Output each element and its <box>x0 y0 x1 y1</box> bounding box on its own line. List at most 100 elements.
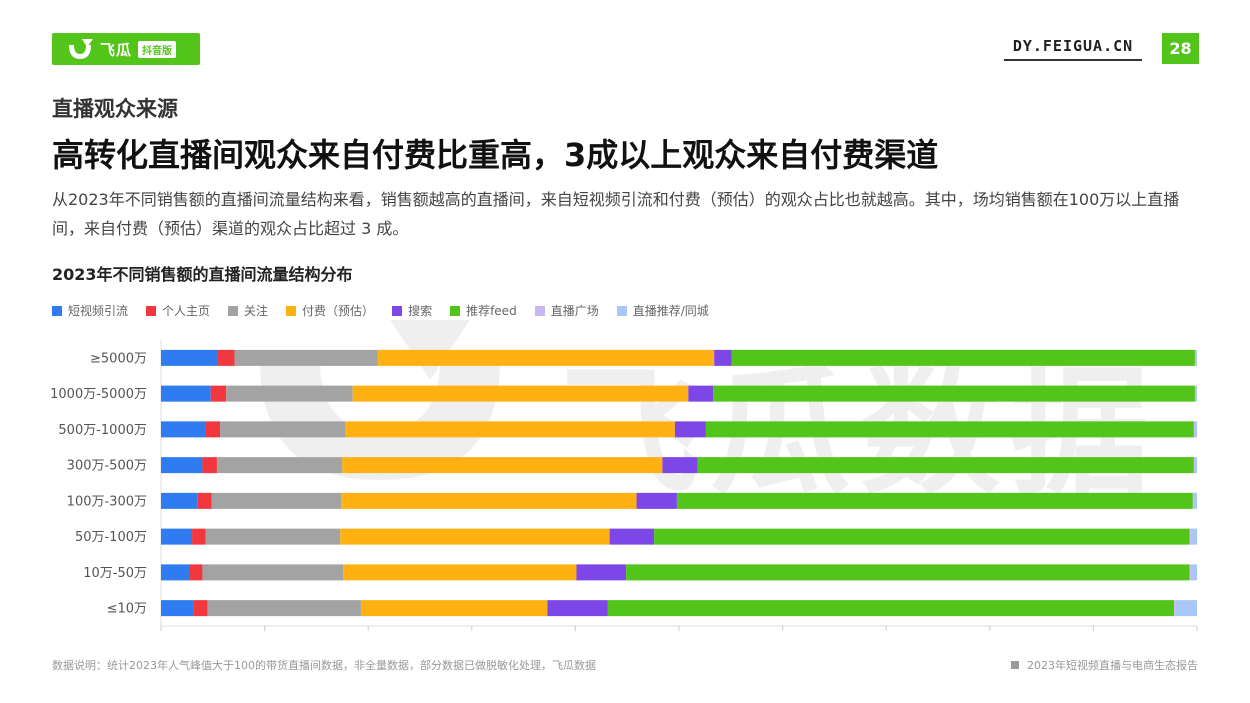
bar-segment <box>211 492 342 509</box>
bar-segment <box>713 385 1195 402</box>
bar-segment <box>609 528 655 545</box>
bar-segment <box>220 421 346 438</box>
bar-segment <box>1189 528 1191 545</box>
bar-segment <box>607 600 1175 617</box>
feigua-logo-icon <box>69 39 93 59</box>
square-bullet-icon <box>1011 661 1019 669</box>
bar-segment <box>705 421 1194 438</box>
bar-segment <box>1193 421 1195 438</box>
chart-title: 2023年不同销售额的直播间流量结构分布 <box>52 265 353 284</box>
bar-segment <box>217 349 235 366</box>
bar-segment <box>161 492 198 509</box>
legend-item: 个人主页 <box>146 302 210 319</box>
feigua-logo: 飞瓜 抖音版 <box>52 33 200 65</box>
bar-segment <box>1192 492 1194 509</box>
bar-segment <box>340 528 610 545</box>
bar-segment <box>343 564 577 581</box>
bar-segment <box>345 421 675 438</box>
bar-segment <box>1175 600 1197 617</box>
bar-segment <box>210 385 227 402</box>
bar-segment <box>352 385 689 402</box>
bar-segment <box>360 600 548 617</box>
bar-segment <box>654 528 1190 545</box>
legend-label: 推荐feed <box>466 304 517 318</box>
bar-segment <box>697 457 1194 474</box>
bar-segment <box>161 385 211 402</box>
logo-tag: 抖音版 <box>138 40 177 58</box>
legend-label: 搜索 <box>408 304 433 318</box>
bar-segment <box>161 564 189 581</box>
bar-segment <box>676 492 1193 509</box>
category-label: ≥5000万 <box>90 351 147 366</box>
report-name: 2023年短视频直播与电商生态报告 <box>1011 657 1198 673</box>
bar-segment <box>1189 564 1191 581</box>
bar-segment <box>202 457 217 474</box>
section-title: 直播观众来源 <box>52 97 178 121</box>
legend-swatch <box>450 305 461 316</box>
data-note: 数据说明：统计2023年人气峰值大于100的带货直播间数据，非全量数据，部分数据… <box>52 659 596 672</box>
chart-legend: 短视频引流 个人主页 关注 付费（预估） 搜索 推荐feed 直播广场 直播推荐/同城 <box>52 302 727 319</box>
legend-swatch <box>228 305 239 316</box>
bar-segment <box>205 528 341 545</box>
bar-segment <box>202 564 344 581</box>
legend-item: 推荐feed <box>450 302 517 319</box>
bar-segment <box>188 564 203 581</box>
page-number: 28 <box>1162 33 1199 64</box>
bar-segment <box>341 492 637 509</box>
legend-label: 直播广场 <box>550 304 599 318</box>
bar-segment <box>193 600 208 617</box>
legend-item: 直播推荐/同城 <box>616 302 709 319</box>
bar-segment <box>342 457 663 474</box>
category-label: 300万-500万 <box>67 459 147 474</box>
description: 从2023年不同销售额的直播间流量结构来看，销售额越高的直播间，来自短视频引流和… <box>52 190 1180 238</box>
bar-segment <box>1174 600 1176 617</box>
bar-segment <box>662 457 698 474</box>
bar-segment <box>1193 492 1197 509</box>
legend-swatch <box>52 305 62 316</box>
legend-swatch <box>146 305 157 316</box>
logo-text: 飞瓜 <box>100 40 133 59</box>
bar-segment <box>161 600 194 617</box>
legend-label: 个人主页 <box>162 304 211 318</box>
bar-segment <box>1195 385 1197 402</box>
category-label: 50万-100万 <box>75 530 147 545</box>
bar-segment <box>1194 349 1196 366</box>
bar-segment <box>688 385 714 402</box>
category-label: 1000万-5000万 <box>50 387 147 402</box>
legend-item: 直播广场 <box>534 302 599 319</box>
legend-swatch <box>286 305 297 316</box>
legend-item: 搜索 <box>392 302 432 319</box>
legend-item: 短视频引流 <box>52 302 128 319</box>
legend-swatch <box>392 305 403 316</box>
category-label: 100万-300万 <box>67 494 147 509</box>
bar-segment <box>161 528 193 545</box>
bar-segment <box>674 421 706 438</box>
legend-label: 短视频引流 <box>68 304 129 318</box>
legend-item: 关注 <box>228 302 268 319</box>
bar-segment <box>161 457 203 474</box>
category-label: 500万-1000万 <box>58 423 147 438</box>
legend-label: 关注 <box>244 304 269 318</box>
bar-segment <box>731 349 1195 366</box>
bar-segment <box>636 492 677 509</box>
bar-segment <box>1195 349 1197 366</box>
bar-segment <box>1190 564 1197 581</box>
bar-segment <box>205 421 221 438</box>
legend-swatch <box>616 305 627 316</box>
bar-segment <box>1194 385 1196 402</box>
legend-swatch <box>534 305 545 316</box>
site-url[interactable]: DY.FEIGUA.CN <box>1004 37 1142 61</box>
bar-segment <box>226 385 353 402</box>
bar-segment <box>197 492 212 509</box>
bar-segment <box>216 457 343 474</box>
legend-label: 付费（预估） <box>302 304 375 318</box>
bar-segment <box>377 349 715 366</box>
page-title: 高转化直播间观众来自付费比重高，3成以上观众来自付费渠道 <box>52 136 939 174</box>
bar-segment <box>1194 457 1197 474</box>
bar-segment <box>1193 457 1195 474</box>
bar-segment <box>714 349 732 366</box>
bar-segment <box>547 600 608 617</box>
bar-segment <box>1190 528 1197 545</box>
legend-item: 付费（预估） <box>286 302 374 319</box>
